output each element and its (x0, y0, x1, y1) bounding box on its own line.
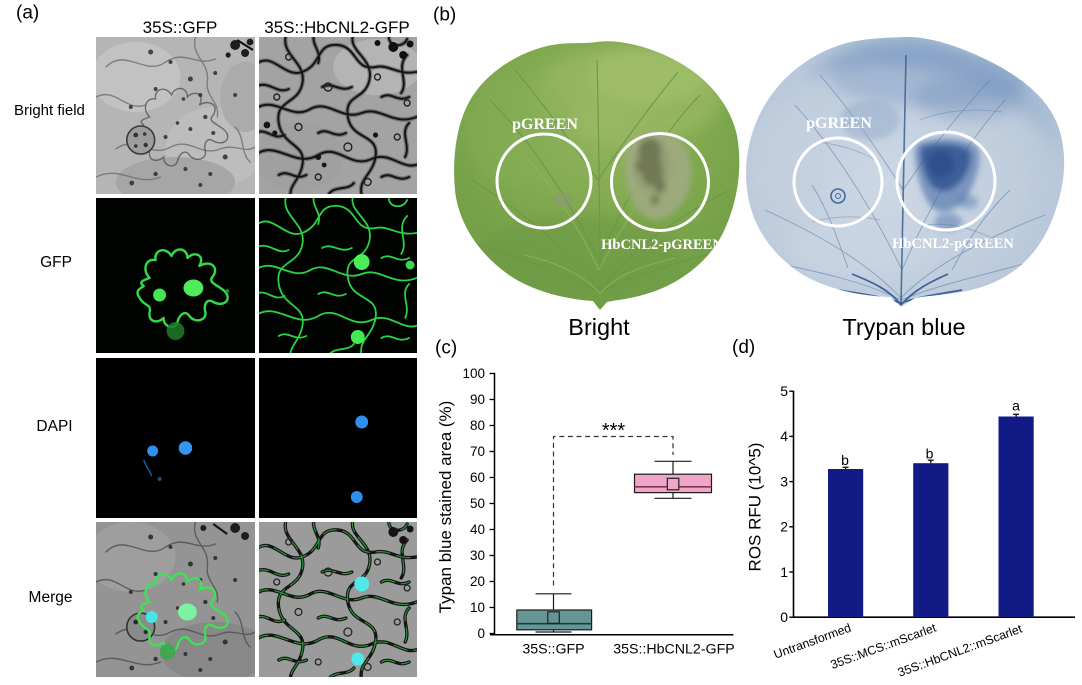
svg-text:35S::GFP: 35S::GFP (143, 18, 218, 37)
svg-text:HbCNL2-pGREEN: HbCNL2-pGREEN (601, 237, 723, 253)
svg-text:5: 5 (780, 383, 788, 399)
svg-text:pGREEN: pGREEN (512, 116, 578, 133)
svg-text:100: 100 (462, 366, 485, 381)
svg-text:pGREEN: pGREEN (806, 115, 872, 132)
svg-text:Trypan blue: Trypan blue (842, 314, 965, 340)
svg-text:0: 0 (780, 609, 788, 625)
svg-text:2: 2 (780, 519, 788, 535)
svg-text:(d): (d) (732, 337, 755, 358)
svg-text:b: b (841, 452, 849, 468)
svg-text:DAPI: DAPI (36, 418, 72, 435)
svg-text:Merge: Merge (29, 589, 73, 606)
svg-text:1: 1 (780, 564, 788, 580)
svg-text:50: 50 (470, 496, 485, 511)
svg-text:20: 20 (470, 574, 485, 589)
svg-text:90: 90 (470, 392, 485, 407)
svg-text:80: 80 (470, 418, 485, 433)
svg-text:(b): (b) (433, 5, 456, 26)
svg-text:35S::HbCNL2-GFP: 35S::HbCNL2-GFP (264, 18, 410, 37)
svg-text:10: 10 (470, 600, 485, 615)
svg-text:40: 40 (470, 522, 485, 537)
svg-text:30: 30 (470, 548, 485, 563)
svg-text:ROS RFU (10^5): ROS RFU (10^5) (746, 443, 765, 572)
svg-text:Bright: Bright (568, 314, 630, 340)
svg-text:GFP: GFP (40, 254, 72, 271)
svg-text:60: 60 (470, 470, 485, 485)
svg-text:b: b (926, 446, 934, 462)
svg-text:Bright field: Bright field (14, 102, 85, 119)
svg-text:HbCNL2-pGREEN: HbCNL2-pGREEN (892, 236, 1014, 252)
svg-text:(a): (a) (16, 3, 39, 24)
svg-text:35S::GFP: 35S::GFP (522, 642, 584, 658)
svg-text:(c): (c) (435, 338, 457, 359)
svg-text:Typan blue stained area (%): Typan blue stained area (%) (436, 401, 455, 614)
svg-text:70: 70 (470, 444, 485, 459)
svg-text:***: *** (602, 420, 626, 442)
svg-text:a: a (1012, 398, 1020, 414)
svg-text:0: 0 (477, 626, 485, 641)
svg-text:3: 3 (780, 473, 788, 489)
svg-text:35S::HbCNL2-GFP: 35S::HbCNL2-GFP (613, 642, 734, 658)
svg-text:4: 4 (780, 428, 788, 444)
